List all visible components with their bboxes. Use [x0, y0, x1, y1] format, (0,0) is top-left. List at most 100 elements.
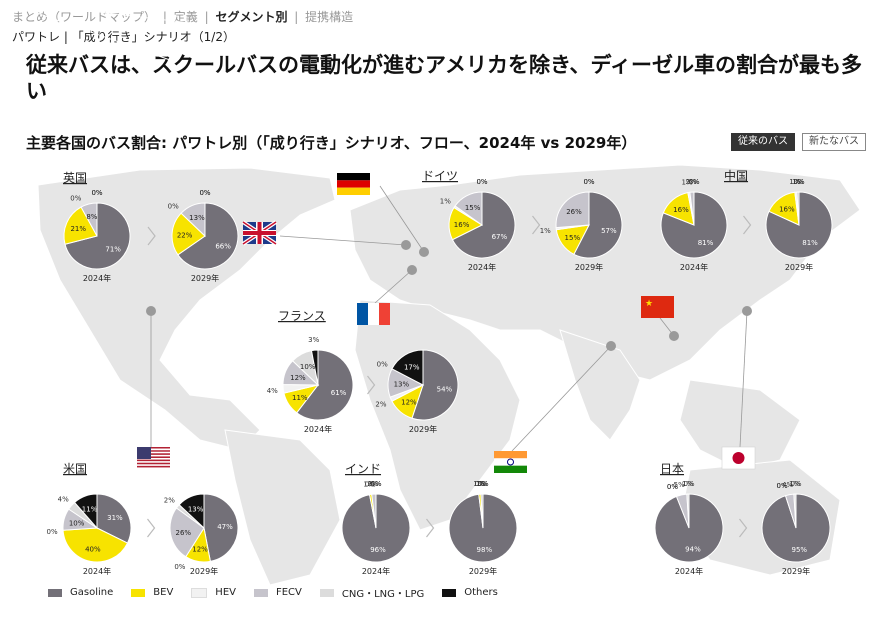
pie-data-label: 95%	[792, 546, 808, 554]
pie-year-label: 2024年	[362, 566, 390, 576]
pie-data-label: 98%	[477, 546, 493, 554]
flag-stripe	[357, 303, 368, 325]
pie-2029年: 98%1%0%1%0%0%2029年	[448, 480, 518, 576]
pie-data-label: 10%	[300, 363, 316, 371]
legend-swatch	[319, 588, 334, 597]
legend-swatch	[131, 588, 146, 597]
pie-data-label: 0%	[688, 178, 699, 186]
toggle-new-bus[interactable]: 新たなバス	[802, 133, 866, 151]
flag-stripe	[137, 450, 170, 452]
pie-year-label: 2024年	[680, 262, 708, 272]
pie-slice-cng	[793, 493, 797, 529]
nav-item-definition[interactable]: 定義	[173, 10, 198, 24]
pie-data-label: 0%	[683, 480, 694, 488]
nav-item-alliance[interactable]: 提携構造	[305, 10, 354, 24]
pie-year-label: 2024年	[83, 566, 111, 576]
pie-slice-gasoline	[96, 493, 132, 544]
pie-slice-gasoline	[573, 191, 623, 259]
pie-data-label: 0%	[91, 189, 102, 197]
pie-data-label: 10%	[69, 520, 85, 528]
pie-data-label: 1%	[473, 480, 484, 488]
pie-slice-bev	[63, 206, 98, 245]
pie-data-label: 94%	[685, 546, 701, 554]
pie-data-label: 1%	[682, 480, 693, 488]
location-dot	[401, 240, 411, 250]
pie-data-label: 31%	[107, 514, 123, 522]
pie-year-label: 2029年	[469, 566, 497, 576]
flag-canton	[137, 447, 151, 459]
legend-item-fecv: FECV	[253, 585, 302, 600]
pie-slice-others	[310, 349, 319, 386]
connector-line	[739, 310, 748, 448]
nav-item-segment[interactable]: セグメント別	[215, 10, 288, 24]
pie-data-label: 0%	[777, 482, 788, 490]
nav-separator: |	[294, 10, 299, 24]
nav-item-summary[interactable]: まとめ（ワールドマップ）	[12, 10, 157, 24]
pie-2029年: 81%16%1%1%0%0%2029年	[765, 178, 833, 272]
pie-year-label: 2029年	[190, 566, 218, 576]
pie-year-label: 2024年	[675, 566, 703, 576]
pie-data-label: 2%	[375, 401, 386, 409]
pie-data-label: 0%	[365, 480, 376, 488]
country-label: インド	[345, 462, 381, 476]
flag-stripe	[137, 448, 170, 451]
map-landmass-8	[0, 0, 331, 41]
pie-data-label: 47%	[217, 523, 233, 531]
pie-slice-others	[73, 493, 98, 530]
flag-uk-icon	[241, 220, 278, 246]
country-label: 中国	[724, 168, 748, 183]
flag-stripe	[494, 458, 527, 466]
pie-data-label: 0%	[476, 178, 487, 186]
pie-slice-gasoline	[203, 493, 239, 562]
pie-slice-others	[391, 349, 424, 386]
pie-data-label: 0%	[667, 483, 678, 491]
pie-2024年: 81%16%1%2%0%0%2024年	[660, 178, 728, 272]
pie-data-label: 0%	[199, 189, 210, 197]
pie-data-label: 40%	[85, 546, 101, 554]
legend-label: HEV	[215, 587, 236, 598]
map-landmass-5	[559, 329, 641, 441]
pie-slice-fecv	[180, 202, 206, 238]
pie-2029年: 47% 12% 0% 26% 2% 13% 2029年	[164, 493, 239, 576]
location-dot	[146, 306, 156, 316]
pie-year-label: 2029年	[785, 262, 813, 272]
country-label: ドイツ	[422, 169, 458, 183]
legend-swatch	[191, 587, 208, 598]
flag-fr-icon	[357, 303, 390, 325]
pie-data-label: 0%	[199, 189, 210, 197]
pie-data-label: 0%	[47, 528, 58, 536]
pie-data-label: 17%	[404, 363, 420, 371]
flag-stripe	[368, 303, 379, 325]
pie-data-label: 11%	[292, 394, 308, 402]
toggle-conventional-bus[interactable]: 従来のバス	[731, 133, 795, 151]
pie-year-label: 2024年	[83, 273, 111, 283]
page-headline: 従来バスは、スクールバスの電動化が進むアメリカを除き、ディーゼル車の割合が最も多…	[26, 53, 863, 103]
map-landmass-2	[224, 429, 341, 586]
page-subtitle: パワトレ | 「成り行き」シナリオ（1/2）	[12, 30, 235, 44]
pie-data-label: 13%	[394, 381, 410, 389]
pie-data-label: 4%	[267, 387, 278, 395]
country-label: 日本	[660, 462, 684, 476]
pie-data-label: 57%	[601, 227, 617, 235]
location-dot	[669, 331, 679, 341]
flag-stripe	[494, 451, 527, 459]
pie-2024年: 31% 40% 0% 10% 4% 11% 2024年	[47, 493, 132, 576]
country-group-1: ドイツ67%16%1%15%0%0%2024年57%15%1%26%0%0%20…	[337, 169, 623, 272]
connector-line	[379, 185, 425, 253]
pie-year-label: 2029年	[191, 273, 219, 283]
flag-stripe	[137, 456, 170, 458]
pie-2024年: 61% 11% 4% 12% 10% 3% 2024年	[267, 336, 354, 434]
connector-line	[374, 269, 413, 304]
pie-data-label: 0%	[70, 194, 81, 202]
pie-data-label: 2%	[164, 496, 175, 504]
pie-data-label: 22%	[177, 231, 193, 239]
pie-data-label: 71%	[105, 246, 121, 254]
pie-slice-bev	[171, 212, 206, 256]
country-group-0: 英国71%21%0%8%0%0%2024年66%22%0%13%0%0%2029…	[63, 171, 411, 283]
nav-separator: |	[204, 10, 209, 24]
pie-data-label: 0%	[777, 482, 788, 490]
pie-year-label: 2029年	[409, 424, 437, 434]
pie-2029年: 66%22%0%13%0%0%2029年	[168, 189, 239, 283]
pie-data-label: 4%	[58, 495, 69, 503]
